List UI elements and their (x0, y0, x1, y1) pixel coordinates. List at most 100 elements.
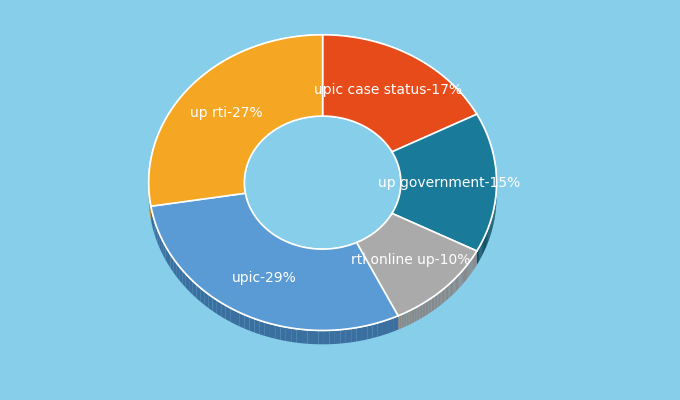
Polygon shape (447, 285, 448, 300)
Polygon shape (359, 241, 360, 256)
Polygon shape (328, 249, 330, 263)
Polygon shape (212, 297, 217, 314)
Polygon shape (378, 321, 383, 337)
Polygon shape (350, 244, 352, 259)
Polygon shape (275, 235, 277, 250)
Text: up rti-27%: up rti-27% (190, 106, 262, 120)
Polygon shape (367, 324, 373, 339)
Polygon shape (265, 322, 270, 338)
Polygon shape (186, 274, 189, 291)
Polygon shape (413, 308, 415, 323)
Polygon shape (221, 303, 226, 319)
Polygon shape (307, 330, 313, 344)
Polygon shape (364, 238, 365, 252)
Polygon shape (477, 249, 478, 265)
Polygon shape (439, 292, 440, 306)
Polygon shape (490, 220, 491, 236)
Polygon shape (466, 265, 467, 280)
Polygon shape (256, 217, 257, 232)
Polygon shape (368, 237, 369, 251)
Polygon shape (269, 231, 271, 247)
Polygon shape (369, 236, 370, 250)
Polygon shape (408, 310, 410, 325)
Polygon shape (367, 237, 368, 251)
Text: rti online up-10%: rti online up-10% (352, 253, 471, 267)
Polygon shape (286, 241, 288, 256)
Polygon shape (249, 205, 250, 221)
Polygon shape (436, 294, 437, 309)
Polygon shape (472, 257, 473, 272)
Polygon shape (485, 233, 486, 250)
Polygon shape (345, 246, 347, 260)
Polygon shape (455, 278, 456, 293)
Polygon shape (301, 247, 304, 261)
Polygon shape (254, 319, 260, 334)
Polygon shape (235, 310, 240, 326)
Polygon shape (460, 271, 462, 286)
Polygon shape (474, 254, 475, 269)
Polygon shape (248, 203, 249, 219)
Polygon shape (351, 328, 356, 342)
Polygon shape (152, 211, 153, 229)
Polygon shape (279, 238, 281, 253)
Polygon shape (424, 302, 426, 317)
Polygon shape (463, 269, 464, 284)
Polygon shape (464, 268, 465, 283)
Polygon shape (341, 329, 346, 344)
Polygon shape (252, 211, 253, 227)
Polygon shape (273, 234, 275, 249)
Text: upic-29%: upic-29% (231, 271, 296, 285)
Text: upic case status-17%: upic case status-17% (314, 83, 462, 97)
Polygon shape (180, 266, 182, 284)
Polygon shape (467, 264, 469, 279)
Polygon shape (352, 244, 354, 258)
Polygon shape (484, 236, 485, 252)
Polygon shape (443, 288, 444, 303)
Polygon shape (208, 294, 212, 311)
Polygon shape (356, 213, 477, 316)
Polygon shape (440, 290, 441, 306)
Polygon shape (407, 311, 408, 326)
Polygon shape (154, 220, 156, 238)
Polygon shape (260, 320, 265, 336)
Polygon shape (296, 329, 302, 343)
Polygon shape (163, 242, 165, 260)
Polygon shape (275, 325, 281, 340)
Polygon shape (437, 293, 439, 308)
Polygon shape (316, 249, 318, 263)
Polygon shape (326, 249, 328, 263)
Polygon shape (161, 238, 163, 256)
Polygon shape (478, 247, 479, 263)
Polygon shape (168, 250, 171, 268)
Polygon shape (488, 226, 489, 243)
Polygon shape (411, 309, 413, 324)
Polygon shape (338, 248, 340, 262)
Polygon shape (277, 237, 279, 252)
Polygon shape (245, 315, 250, 331)
Polygon shape (217, 300, 221, 317)
Polygon shape (335, 248, 338, 262)
Polygon shape (444, 287, 445, 302)
Polygon shape (329, 330, 335, 344)
Polygon shape (330, 248, 333, 263)
Polygon shape (340, 247, 343, 261)
Polygon shape (261, 224, 262, 239)
Polygon shape (475, 252, 476, 268)
Polygon shape (335, 330, 341, 344)
Polygon shape (481, 240, 483, 256)
Polygon shape (428, 299, 430, 314)
Polygon shape (153, 215, 154, 234)
Text: up government-15%: up government-15% (379, 176, 521, 190)
Polygon shape (231, 308, 235, 324)
Polygon shape (240, 312, 245, 329)
Polygon shape (321, 249, 323, 263)
Polygon shape (356, 327, 362, 342)
Polygon shape (176, 262, 180, 280)
Polygon shape (448, 284, 449, 299)
Polygon shape (267, 230, 269, 245)
Polygon shape (150, 202, 151, 220)
Polygon shape (257, 218, 258, 234)
Polygon shape (479, 244, 481, 260)
Polygon shape (294, 245, 296, 259)
Polygon shape (296, 245, 299, 260)
